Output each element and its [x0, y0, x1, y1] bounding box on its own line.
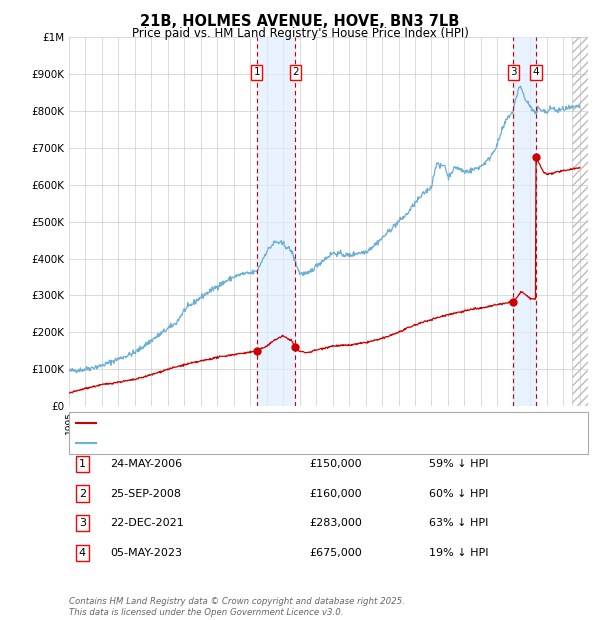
Text: 3: 3 — [510, 67, 517, 78]
Text: 2: 2 — [292, 67, 299, 78]
Text: 4: 4 — [533, 67, 539, 78]
Text: 24-MAY-2006: 24-MAY-2006 — [110, 459, 182, 469]
Text: 22-DEC-2021: 22-DEC-2021 — [110, 518, 184, 528]
Text: 3: 3 — [79, 518, 86, 528]
Text: £160,000: £160,000 — [309, 489, 362, 498]
Text: 05-MAY-2023: 05-MAY-2023 — [110, 548, 182, 558]
Text: 2: 2 — [79, 489, 86, 498]
Text: 4: 4 — [79, 548, 86, 558]
Text: 1: 1 — [79, 459, 86, 469]
Text: HPI: Average price, detached house, Brighton and Hove: HPI: Average price, detached house, Brig… — [100, 438, 391, 448]
Text: £150,000: £150,000 — [309, 459, 362, 469]
Text: 25-SEP-2008: 25-SEP-2008 — [110, 489, 181, 498]
Text: 60% ↓ HPI: 60% ↓ HPI — [429, 489, 488, 498]
Text: £283,000: £283,000 — [309, 518, 362, 528]
Text: 63% ↓ HPI: 63% ↓ HPI — [429, 518, 488, 528]
Text: 59% ↓ HPI: 59% ↓ HPI — [429, 459, 488, 469]
Text: 21B, HOLMES AVENUE, HOVE, BN3 7LB: 21B, HOLMES AVENUE, HOVE, BN3 7LB — [140, 14, 460, 29]
Text: Price paid vs. HM Land Registry's House Price Index (HPI): Price paid vs. HM Land Registry's House … — [131, 27, 469, 40]
Text: 19% ↓ HPI: 19% ↓ HPI — [429, 548, 488, 558]
Bar — [514, 37, 536, 406]
Text: 21B, HOLMES AVENUE, HOVE, BN3 7LB (detached house): 21B, HOLMES AVENUE, HOVE, BN3 7LB (detac… — [100, 418, 398, 428]
Text: 1: 1 — [253, 67, 260, 78]
Bar — [257, 37, 295, 406]
Text: £675,000: £675,000 — [309, 548, 362, 558]
Text: Contains HM Land Registry data © Crown copyright and database right 2025.
This d: Contains HM Land Registry data © Crown c… — [69, 598, 405, 617]
